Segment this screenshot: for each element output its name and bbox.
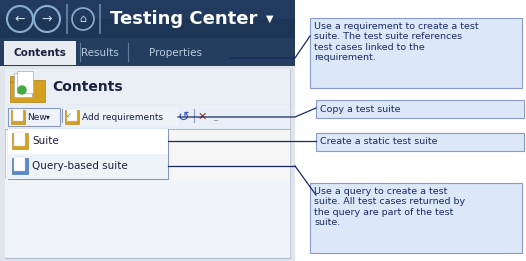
Bar: [0, 0, 295, 38]
Bar: [5, 69, 290, 105]
Bar: [0, 0, 295, 19]
Text: →: →: [42, 13, 52, 26]
Bar: [13, 109, 23, 121]
Text: Suite: Suite: [32, 136, 59, 146]
Text: ↺: ↺: [177, 110, 189, 124]
Bar: [310, 18, 522, 88]
Text: Create a static test suite: Create a static test suite: [320, 138, 438, 146]
Bar: [5, 179, 290, 258]
Bar: [8, 154, 168, 179]
Bar: [10, 80, 45, 102]
Text: Contents: Contents: [52, 80, 123, 94]
Text: ▾: ▾: [46, 112, 50, 122]
Text: Results: Results: [81, 48, 119, 58]
Bar: [5, 69, 290, 258]
Text: ✕: ✕: [197, 112, 207, 122]
Text: Use a query to create a test
suite. All test cases returned by
the query are par: Use a query to create a test suite. All …: [314, 187, 465, 227]
Text: Use a requirement to create a test
suite. The test suite references
test cases l: Use a requirement to create a test suite…: [314, 22, 479, 62]
Text: Copy a test suite: Copy a test suite: [320, 104, 400, 114]
Bar: [310, 183, 522, 253]
Bar: [316, 133, 524, 151]
Bar: [5, 105, 290, 129]
Bar: [17, 71, 33, 93]
Text: Properties: Properties: [148, 48, 201, 58]
Bar: [14, 73, 32, 97]
Text: Add requirements: Add requirements: [82, 112, 163, 122]
Bar: [0, 66, 295, 261]
Bar: [14, 157, 25, 171]
Text: ▼: ▼: [266, 14, 274, 24]
Text: New: New: [27, 112, 47, 122]
Text: Contents: Contents: [14, 48, 66, 58]
Bar: [12, 158, 28, 174]
Bar: [12, 133, 28, 149]
Bar: [8, 108, 60, 126]
Bar: [67, 109, 77, 121]
Text: ⌂: ⌂: [79, 14, 87, 24]
Bar: [14, 132, 25, 146]
Text: ←: ←: [15, 13, 25, 26]
Circle shape: [18, 86, 26, 94]
Bar: [10, 76, 24, 82]
Bar: [65, 110, 79, 124]
Text: Query-based suite: Query-based suite: [32, 161, 128, 171]
Bar: [63, 108, 178, 126]
Text: _: _: [213, 112, 217, 122]
Text: ✓: ✓: [66, 113, 72, 119]
Bar: [8, 129, 168, 179]
Bar: [11, 110, 25, 124]
Bar: [0, 38, 295, 66]
Bar: [316, 100, 524, 118]
Bar: [8, 129, 168, 154]
Text: Testing Center: Testing Center: [110, 10, 257, 28]
Bar: [4, 41, 76, 65]
